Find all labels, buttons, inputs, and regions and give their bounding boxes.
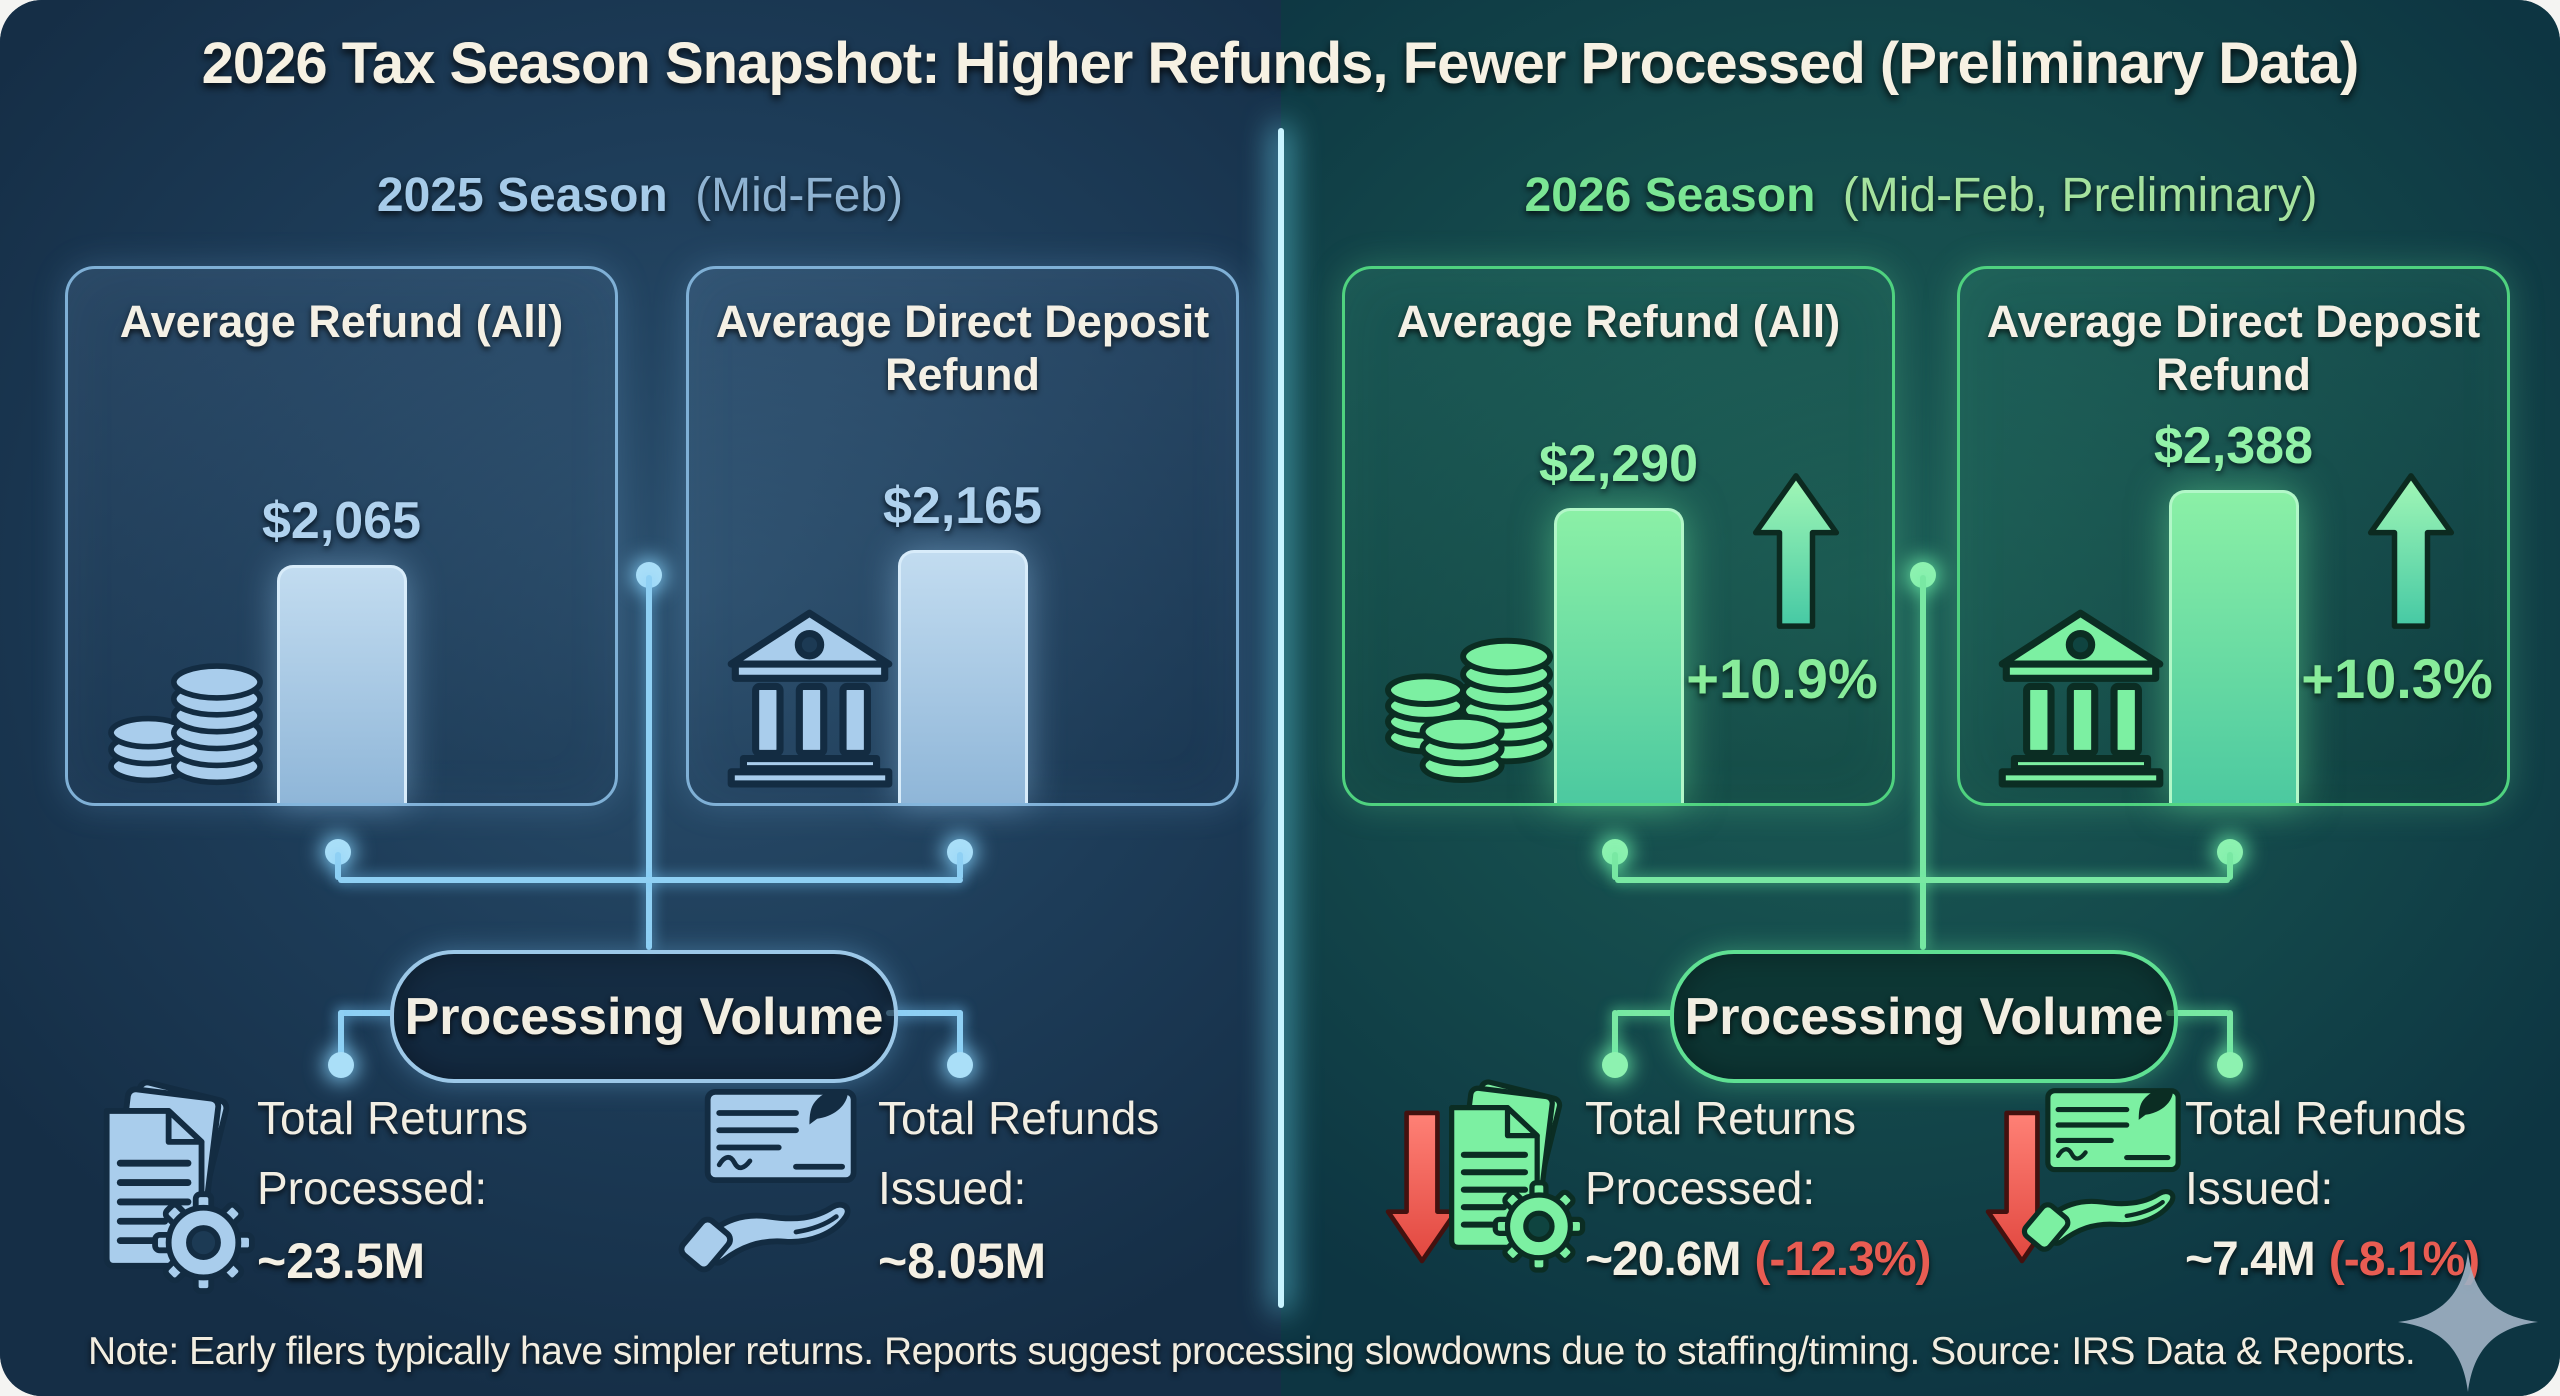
connector-line	[957, 852, 963, 880]
connector-line	[2227, 1010, 2233, 1062]
stat-text: Total Returns Processed: ~23.5M	[257, 1084, 597, 1290]
processing-volume-label: Processing Volume	[404, 987, 884, 1046]
connector-line	[2166, 1010, 2230, 1016]
season-2026-header: 2026 Season (Mid-Feb, Preliminary)	[1281, 168, 2560, 223]
card-title: Average Refund (All)	[119, 296, 564, 347]
stat-value: ~7.4M	[2185, 1232, 2316, 1286]
stat-text: Total Returns Processed: ~20.6M (-12.3%)	[1585, 1084, 1932, 1287]
season-2025-header: 2025 Season (Mid-Feb)	[0, 168, 1280, 223]
stat-value-row: ~20.6M (-12.3%)	[1585, 1232, 1932, 1287]
season-2026-header-main: 2026 Season	[1524, 169, 1816, 222]
bank-icon	[727, 609, 893, 788]
card-title: Average Direct Deposit Refund	[715, 296, 1210, 401]
check-hand-icon	[678, 1088, 857, 1273]
stat-label: Total Refunds Issued:	[878, 1092, 1160, 1214]
connector-line	[2227, 852, 2233, 880]
stat-label: Total Returns Processed:	[257, 1092, 529, 1214]
stat-delta: (-12.3%)	[1754, 1232, 1931, 1286]
up-arrow-icon	[2367, 473, 2455, 629]
connector-line	[338, 1010, 344, 1062]
card-avg-refund-all-2025: Average Refund (All) $2,065	[65, 266, 618, 806]
footnote: Note: Early filers typically have simple…	[88, 1330, 2416, 1373]
processing-volume-pill-2026: Processing Volume	[1670, 950, 2178, 1083]
stat-total-refunds-issued-2026: Total Refunds Issued: ~7.4M (-8.1%)	[1985, 1078, 2560, 1318]
card-title: Average Refund (All)	[1396, 296, 1841, 347]
stat-total-returns-processed-2025: Total Returns Processed: ~23.5M	[95, 1078, 655, 1318]
season-2025-header-main: 2025 Season	[376, 169, 668, 222]
connector-line	[646, 575, 652, 950]
stat-label: Total Returns Processed:	[1585, 1092, 1857, 1214]
stat-value-row: ~7.4M (-8.1%)	[2185, 1232, 2525, 1287]
connector-line	[338, 1010, 394, 1016]
refund-bar	[276, 565, 407, 803]
connector-line	[1612, 852, 1618, 880]
refund-bar	[1553, 508, 1684, 803]
bar-value: $2,065	[261, 492, 422, 550]
bar-value: $2,165	[882, 477, 1043, 535]
processing-volume-label: Processing Volume	[1684, 987, 2164, 1046]
connector-line	[957, 1010, 963, 1062]
connector-line	[335, 852, 341, 880]
stat-value: ~20.6M	[1585, 1232, 1741, 1286]
connector-dot	[328, 1052, 354, 1078]
stat-text: Total Refunds Issued: ~7.4M (-8.1%)	[2185, 1084, 2525, 1287]
card-avg-dd-refund-2026: Average Direct Deposit Refund $2,388 +10…	[1957, 266, 2510, 806]
bank-icon	[1998, 609, 2164, 788]
documents-gear-icon	[1449, 1079, 1586, 1273]
stat-value: ~8.05M	[878, 1232, 1047, 1289]
stat-value-row: ~23.5M	[257, 1232, 597, 1290]
card-avg-refund-all-2026: Average Refund (All) $2,290 +10.9%	[1342, 266, 1895, 806]
connector-line	[1612, 1010, 1618, 1062]
stat-total-refunds-issued-2025: Total Refunds Issued: ~8.05M	[678, 1078, 1260, 1318]
stat-delta: (-8.1%)	[2328, 1232, 2480, 1286]
stat-value: ~23.5M	[257, 1232, 426, 1289]
connector-line	[886, 1010, 963, 1016]
season-2026-header-sub: (Mid-Feb, Preliminary)	[1842, 169, 2318, 222]
card-avg-dd-refund-2025: Average Direct Deposit Refund $2,165	[686, 266, 1239, 806]
refund-bar	[2168, 490, 2299, 803]
stat-text: Total Refunds Issued: ~8.05M	[878, 1084, 1218, 1290]
processing-volume-pill-2025: Processing Volume	[390, 950, 898, 1083]
sparkle-icon	[2398, 1252, 2538, 1392]
coins-icon	[108, 663, 263, 786]
connector-line	[1615, 877, 2230, 883]
connector-dot	[947, 1052, 973, 1078]
bar-value: $2,290	[1538, 435, 1699, 493]
pct-change-label: +10.3%	[2301, 647, 2493, 710]
connector-line	[1615, 1010, 1673, 1016]
stat-value-row: ~8.05M	[878, 1232, 1218, 1290]
season-2025-header-sub: (Mid-Feb)	[695, 169, 904, 222]
card-title: Average Direct Deposit Refund	[1986, 296, 2481, 401]
documents-gear-icon	[103, 1079, 255, 1294]
bar-value: $2,388	[2153, 417, 2314, 475]
connector-line	[338, 877, 963, 883]
up-arrow-icon	[1752, 473, 1840, 629]
refund-bar	[897, 550, 1028, 803]
stat-total-returns-processed-2026: Total Returns Processed: ~20.6M (-12.3%)	[1385, 1078, 2005, 1318]
stat-label: Total Refunds Issued:	[2185, 1092, 2467, 1214]
connector-dot	[1602, 1052, 1628, 1078]
check-hand-icon	[2021, 1088, 2181, 1252]
page-title: 2026 Tax Season Snapshot: Higher Refunds…	[201, 31, 2360, 96]
connector-dot	[2217, 1052, 2243, 1078]
connector-line	[1920, 575, 1926, 950]
season-divider	[1278, 128, 1284, 1308]
pct-change-label: +10.9%	[1686, 647, 1878, 710]
coins-icon	[1385, 637, 1554, 784]
